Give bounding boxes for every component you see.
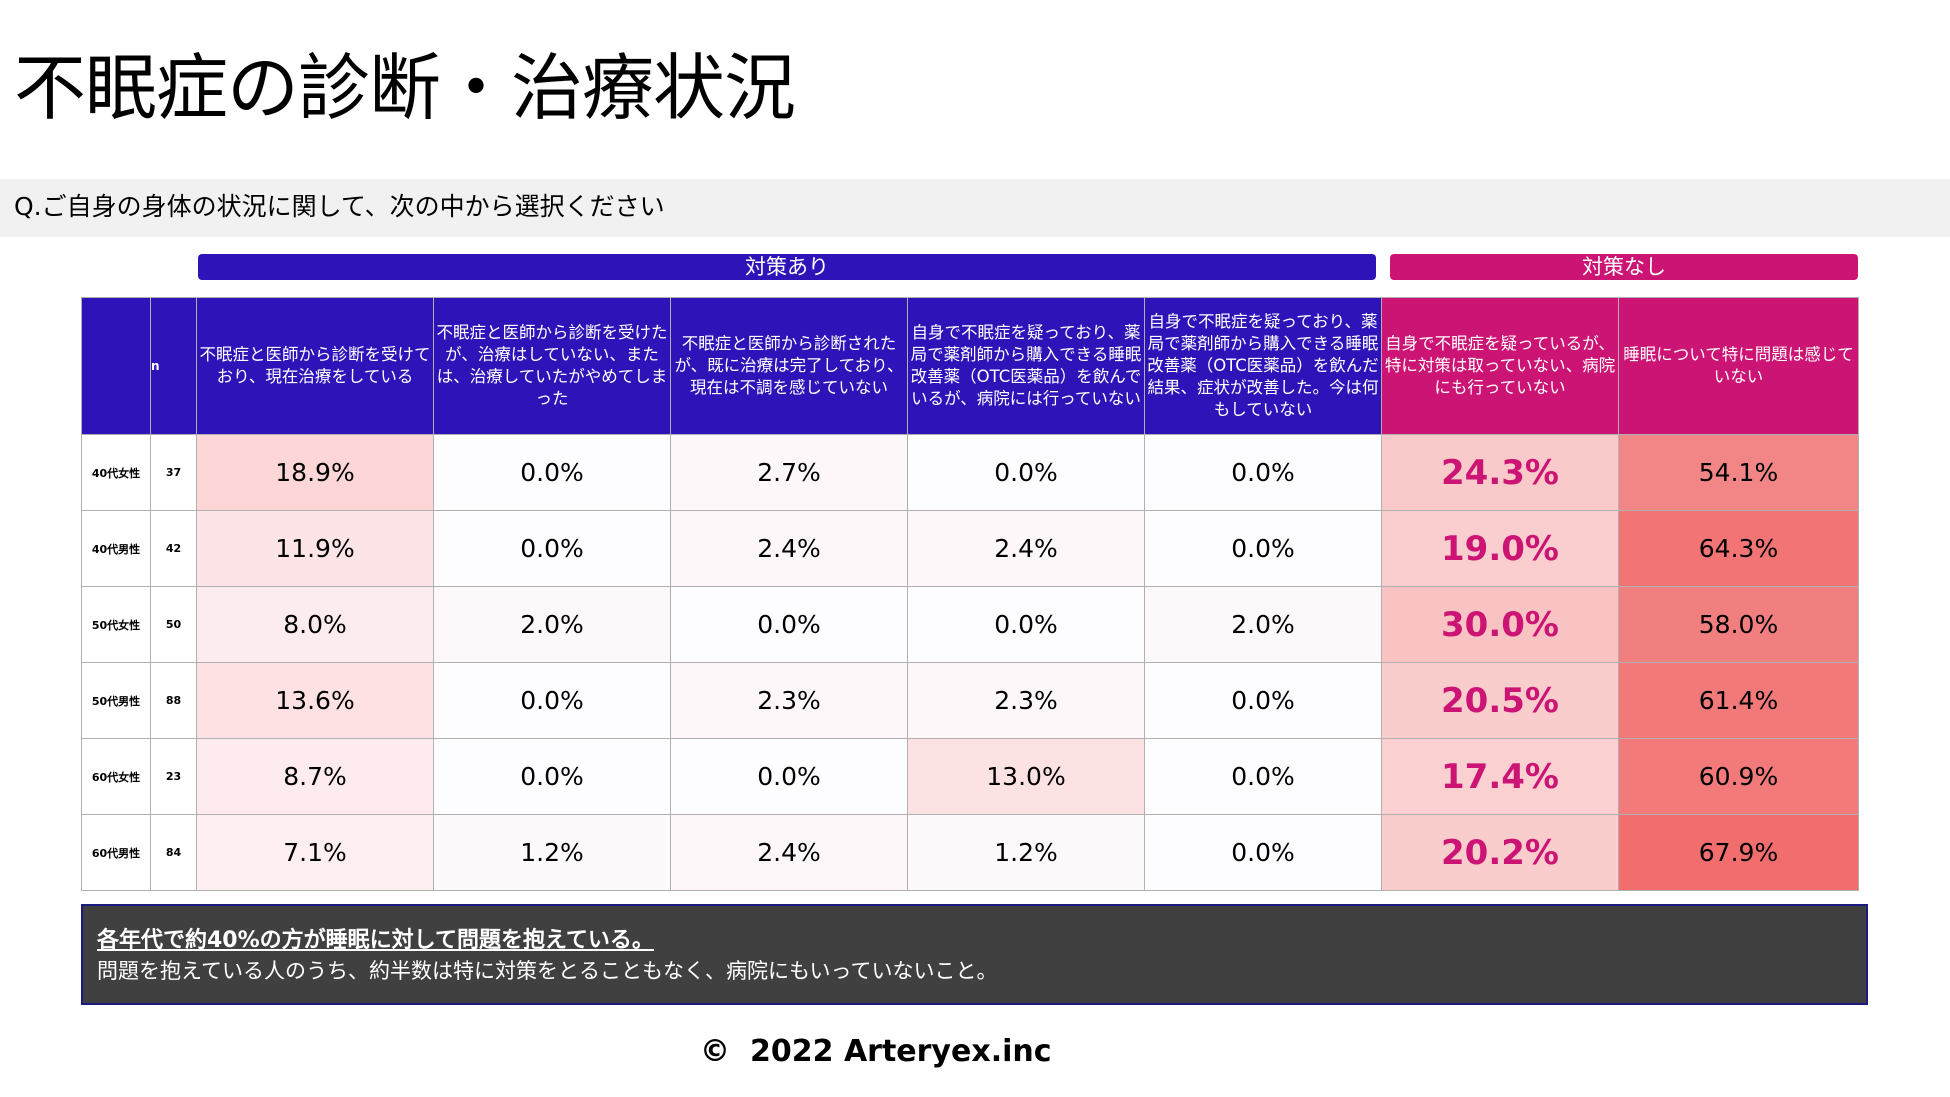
row-n: 23 <box>150 738 197 815</box>
cell-value: 0.0% <box>1144 814 1382 891</box>
cell-value: 0.0% <box>1144 662 1382 739</box>
cell-value: 0.0% <box>907 586 1145 663</box>
cell-value: 0.0% <box>670 586 908 663</box>
cell-value: 54.1% <box>1618 434 1859 511</box>
cell-value: 1.2% <box>907 814 1145 891</box>
table-row: 60代男性 84 7.1% 1.2% 2.4% 1.2% 0.0% 20.2% … <box>81 814 1859 891</box>
group-label-without-measures: 対策なし <box>1390 254 1858 280</box>
table-row: 50代女性 50 8.0% 2.0% 0.0% 0.0% 2.0% 30.0% … <box>81 586 1859 663</box>
header-col-6: 自身で不眠症を疑っているが、特に対策は取っていない、病院にも行っていない <box>1381 297 1619 435</box>
row-label: 40代男性 <box>81 510 151 587</box>
copyright-symbol: © <box>700 1034 730 1069</box>
row-label: 40代女性 <box>81 434 151 511</box>
cell-value: 0.0% <box>433 662 671 739</box>
header-col-7: 睡眠について特に問題は感じていない <box>1618 297 1859 435</box>
results-table: n 不眠症と医師から診断を受けており、現在治療をしている 不眠症と医師から診断を… <box>81 297 1859 891</box>
cell-value-highlight: 19.0% <box>1381 510 1619 587</box>
cell-value: 13.0% <box>907 738 1145 815</box>
cell-value-highlight: 24.3% <box>1381 434 1619 511</box>
header-col-1: 不眠症と医師から診断を受けており、現在治療をしている <box>196 297 434 435</box>
cell-value: 2.3% <box>907 662 1145 739</box>
cell-value-highlight: 20.5% <box>1381 662 1619 739</box>
cell-value: 0.0% <box>1144 738 1382 815</box>
header-col-2: 不眠症と医師から診断を受けたが、治療はしていない、または、治療していたがやめてし… <box>433 297 671 435</box>
row-n: 42 <box>150 510 197 587</box>
cell-value-highlight: 30.0% <box>1381 586 1619 663</box>
cell-value: 13.6% <box>196 662 434 739</box>
cell-value: 64.3% <box>1618 510 1859 587</box>
row-n: 84 <box>150 814 197 891</box>
cell-value: 7.1% <box>196 814 434 891</box>
cell-value: 2.4% <box>670 814 908 891</box>
table-row: 60代女性 23 8.7% 0.0% 0.0% 13.0% 0.0% 17.4%… <box>81 738 1859 815</box>
cell-value: 2.0% <box>433 586 671 663</box>
header-col-5: 自身で不眠症を疑っており、薬局で薬剤師から購入できる睡眠改善薬（OTC医薬品）を… <box>1144 297 1382 435</box>
question-band: Q.ご自身の身体の状況に関して、次の中から選択ください <box>0 179 1950 237</box>
cell-value: 2.7% <box>670 434 908 511</box>
cell-value: 0.0% <box>670 738 908 815</box>
cell-value: 8.7% <box>196 738 434 815</box>
cell-value: 2.3% <box>670 662 908 739</box>
row-n: 88 <box>150 662 197 739</box>
cell-value: 0.0% <box>1144 434 1382 511</box>
cell-value-highlight: 17.4% <box>1381 738 1619 815</box>
cell-value: 18.9% <box>196 434 434 511</box>
summary-headline: 各年代で約40%の方が睡眠に対して問題を抱えている。 <box>97 928 654 953</box>
cell-value: 2.4% <box>670 510 908 587</box>
header-col-3: 不眠症と医師から診断されたが、既に治療は完了しており、現在は不調を感じていない <box>670 297 908 435</box>
row-n: 50 <box>150 586 197 663</box>
header-n: n <box>150 297 197 435</box>
cell-value: 67.9% <box>1618 814 1859 891</box>
row-label: 50代女性 <box>81 586 151 663</box>
copyright-text: 2022 Arteryex.inc <box>750 1034 1052 1069</box>
cell-value-highlight: 20.2% <box>1381 814 1619 891</box>
table-row: 50代男性 88 13.6% 0.0% 2.3% 2.3% 0.0% 20.5%… <box>81 662 1859 739</box>
table-row: 40代男性 42 11.9% 0.0% 2.4% 2.4% 0.0% 19.0%… <box>81 510 1859 587</box>
row-label: 50代男性 <box>81 662 151 739</box>
row-label: 60代男性 <box>81 814 151 891</box>
copyright-footer: © 2022 Arteryex.inc <box>700 1032 1052 1072</box>
cell-value: 0.0% <box>433 738 671 815</box>
cell-value: 8.0% <box>196 586 434 663</box>
cell-value: 0.0% <box>433 510 671 587</box>
cell-value: 0.0% <box>907 434 1145 511</box>
header-corner <box>81 297 151 435</box>
cell-value: 1.2% <box>433 814 671 891</box>
group-label-with-measures: 対策あり <box>198 254 1376 280</box>
cell-value: 61.4% <box>1618 662 1859 739</box>
cell-value: 58.0% <box>1618 586 1859 663</box>
row-n: 37 <box>150 434 197 511</box>
summary-detail: 問題を抱えている人のうち、約半数は特に対策をとることもなく、病院にもいっていない… <box>97 959 998 983</box>
row-label: 60代女性 <box>81 738 151 815</box>
cell-value: 2.4% <box>907 510 1145 587</box>
question-text: Q.ご自身の身体の状況に関して、次の中から選択ください <box>14 192 665 221</box>
header-row: n 不眠症と医師から診断を受けており、現在治療をしている 不眠症と医師から診断を… <box>81 297 1859 435</box>
cell-value: 0.0% <box>433 434 671 511</box>
cell-value: 0.0% <box>1144 510 1382 587</box>
cell-value: 60.9% <box>1618 738 1859 815</box>
cell-value: 11.9% <box>196 510 434 587</box>
cell-value: 2.0% <box>1144 586 1382 663</box>
table-row: 40代女性 37 18.9% 0.0% 2.7% 0.0% 0.0% 24.3%… <box>81 434 1859 511</box>
header-col-4: 自身で不眠症を疑っており、薬局で薬剤師から購入できる睡眠改善薬（OTC医薬品）を… <box>907 297 1145 435</box>
summary-box: 各年代で約40%の方が睡眠に対して問題を抱えている。 問題を抱えている人のうち、… <box>81 904 1868 1005</box>
page-title: 不眠症の診断・治療状況 <box>14 46 796 130</box>
